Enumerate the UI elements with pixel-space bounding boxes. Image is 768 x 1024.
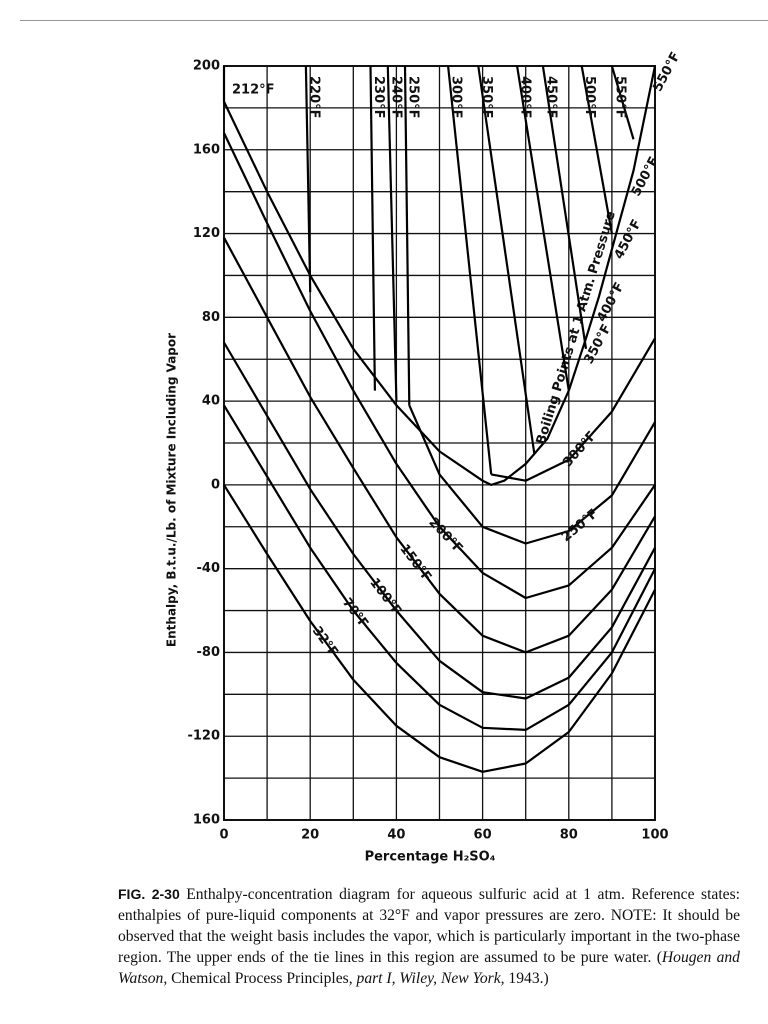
curve bbox=[580, 65, 613, 234]
x-tick-label: 40 bbox=[387, 828, 405, 843]
x-tick-label: 60 bbox=[474, 828, 492, 843]
curve bbox=[610, 65, 635, 140]
curve bbox=[403, 65, 411, 406]
curve bbox=[223, 132, 656, 600]
curve bbox=[447, 65, 493, 475]
caption-text: Hougen and Watson, bbox=[118, 949, 740, 987]
tie-line-label: 550°F bbox=[612, 76, 627, 119]
y-tick-label: 40 bbox=[202, 394, 220, 409]
y-tick-label: -40 bbox=[197, 561, 221, 576]
curve-label: 100°F bbox=[366, 575, 404, 618]
tie-line-label: 240°F bbox=[388, 76, 403, 119]
y-tick-label: 120 bbox=[193, 226, 220, 241]
y-axis-label: Enthalpy, B.t.u./Lb. of Mixture Includin… bbox=[165, 333, 179, 647]
caption-text: Chemical Process Principles, bbox=[167, 970, 357, 987]
curve bbox=[541, 65, 588, 349]
curve bbox=[223, 341, 656, 700]
x-tick-label: 80 bbox=[560, 828, 578, 843]
curve-label: 200°F bbox=[425, 515, 465, 556]
y-tick-label: 0 bbox=[211, 477, 220, 492]
point-label: 450°F bbox=[612, 217, 645, 262]
caption-text: 1943.) bbox=[504, 970, 549, 987]
caption-text: NOTE: bbox=[610, 907, 657, 924]
chart: Percentage H₂SO₄ Enthalpy, B.t.u./Lb. of… bbox=[165, 50, 684, 865]
y-tick-label: 160 bbox=[193, 142, 220, 157]
curve bbox=[408, 404, 656, 545]
tie-line-label: 212°F bbox=[232, 83, 275, 98]
x-tick-label: 20 bbox=[301, 828, 319, 843]
caption-text: part I, Wiley, New York, bbox=[356, 970, 505, 987]
tie-line-label: 450°F bbox=[543, 76, 558, 119]
curve bbox=[223, 65, 657, 486]
curve bbox=[477, 65, 536, 454]
top-rule bbox=[20, 20, 768, 21]
y-tick-label: 80 bbox=[202, 310, 220, 325]
curve bbox=[223, 404, 656, 731]
tie-line-label: 500°F bbox=[582, 76, 597, 119]
curve-label: 150°F bbox=[396, 542, 434, 585]
tie-line-label: 300°F bbox=[449, 76, 464, 119]
x-axis-label: Percentage H₂SO₄ bbox=[365, 850, 496, 865]
caption: FIG. 2-30 Enthalpy-concentration diagram… bbox=[118, 884, 740, 989]
curve bbox=[223, 484, 656, 773]
caption-text: Enthalpy-concentration diagram for aqueo… bbox=[118, 886, 740, 924]
caption-label: FIG. 2-30 bbox=[118, 886, 180, 902]
plot-frame bbox=[223, 65, 656, 821]
curve bbox=[516, 65, 570, 391]
tie-line-label: 230°F bbox=[371, 76, 386, 119]
curve-label: 250°F bbox=[559, 506, 601, 545]
curve-label: 300°F bbox=[560, 429, 600, 471]
y-tick-label: -80 bbox=[197, 645, 221, 660]
tie-line-label: 220°F bbox=[306, 76, 321, 119]
curve bbox=[223, 237, 656, 654]
tie-line-label: 400°F bbox=[518, 76, 533, 119]
x-tick-label: 100 bbox=[641, 828, 668, 843]
tie-line-label: 250°F bbox=[406, 76, 421, 119]
caption-text: It should be observed that the weight ba… bbox=[118, 907, 740, 966]
y-tick-label: 200 bbox=[193, 59, 220, 74]
curve bbox=[304, 65, 312, 293]
x-tick-label: 0 bbox=[219, 828, 228, 843]
curve-label: 32°F bbox=[309, 624, 341, 660]
curve bbox=[369, 65, 376, 391]
tie-line-label: 350°F bbox=[479, 76, 494, 119]
point-label: 500°F bbox=[629, 154, 662, 199]
curve bbox=[491, 337, 656, 482]
curve bbox=[386, 65, 398, 402]
y-tick-label: -120 bbox=[187, 729, 220, 744]
y-tick-label: 160 bbox=[193, 813, 220, 828]
point-label: 400°F bbox=[594, 280, 627, 325]
